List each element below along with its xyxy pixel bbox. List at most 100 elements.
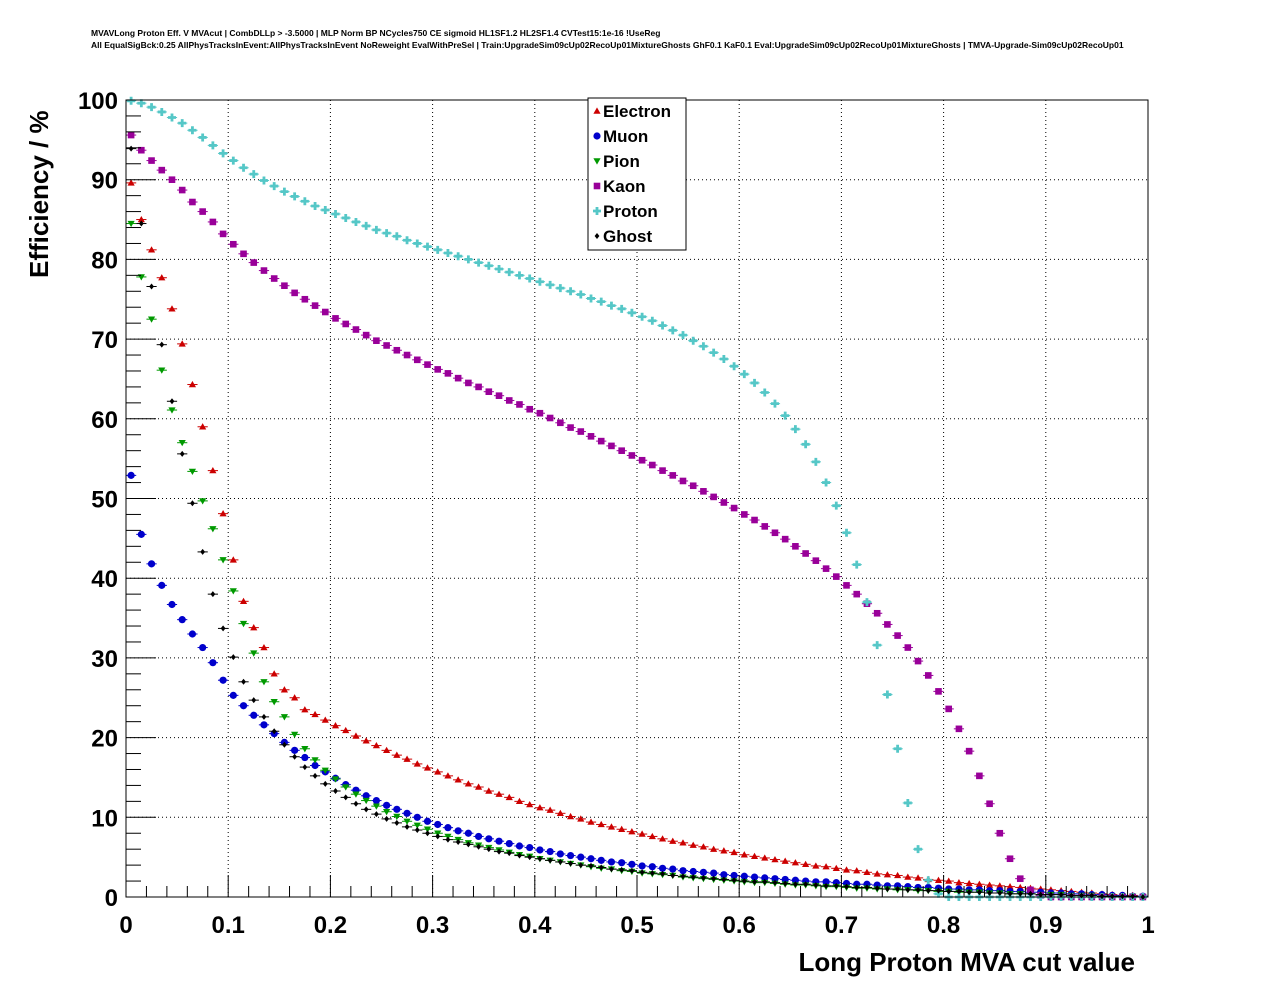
data-point-ghost (762, 878, 768, 885)
data-point-electron (587, 818, 595, 825)
data-point-kaon (413, 356, 421, 364)
data-point-pion (362, 797, 370, 805)
data-point-electron (566, 812, 575, 820)
data-point-ghost (333, 787, 338, 794)
data-point-muon (127, 471, 135, 479)
data-point-muon (628, 860, 636, 868)
data-point-proton (198, 133, 207, 142)
data-point-electron (556, 809, 564, 817)
x-tick-label: 0.2 (314, 912, 347, 939)
data-point-ghost (128, 145, 134, 152)
data-point-electron (301, 706, 309, 713)
data-point-muon (209, 659, 217, 667)
data-point-ghost (159, 341, 165, 348)
data-point-muon (485, 835, 493, 843)
legend-label: Muon (603, 127, 648, 146)
data-point-electron (873, 870, 881, 877)
data-point-kaon (352, 326, 360, 333)
data-point-electron (965, 879, 973, 887)
data-point-muon (250, 711, 258, 719)
data-point-electron (740, 851, 748, 858)
data-point-muon (791, 876, 800, 884)
data-point-electron (260, 643, 268, 651)
data-point-electron (423, 764, 432, 771)
data-point-ghost (435, 833, 441, 840)
data-point-electron (720, 847, 728, 854)
data-point-muon (658, 864, 667, 872)
data-point-ghost (1099, 893, 1105, 900)
data-point-kaon (955, 725, 963, 733)
data-point-kaon (148, 157, 155, 164)
y-tick-label: 50 (91, 487, 118, 514)
data-point-ghost (394, 819, 400, 826)
y-axis-title: Efficiency / % (24, 110, 54, 278)
data-point-proton (454, 252, 463, 261)
data-point-kaon (454, 374, 462, 382)
data-point-electron (914, 874, 922, 881)
data-point-proton (750, 378, 759, 387)
data-point-proton (576, 290, 585, 299)
data-point-pion (199, 498, 207, 505)
data-point-proton (219, 149, 228, 158)
x-tick-label: 0.3 (416, 912, 449, 939)
data-point-proton (760, 388, 769, 397)
data-point-electron (699, 843, 708, 850)
data-point-electron (618, 825, 626, 832)
data-point-kaon (281, 282, 288, 290)
data-point-proton (770, 399, 779, 408)
data-point-proton (137, 99, 146, 108)
y-tick-label: 40 (91, 566, 118, 593)
data-point-ghost (905, 886, 911, 893)
data-point-muon (474, 832, 483, 841)
data-point-proton (188, 126, 197, 135)
data-point-electron (802, 860, 810, 868)
data-point-proton (443, 249, 452, 258)
data-point-proton (689, 336, 698, 345)
data-point-kaon (659, 467, 666, 474)
data-point-muon (137, 530, 145, 538)
data-point-ghost (884, 886, 890, 893)
data-point-pion (342, 784, 350, 791)
data-point-ghost (833, 882, 839, 889)
data-point-kaon (751, 516, 758, 524)
data-point-kaon (342, 320, 350, 328)
data-point-electron (791, 859, 800, 866)
data-point-pion (331, 776, 340, 783)
data-point-electron (536, 804, 544, 811)
data-point-muon (771, 875, 779, 883)
data-point-muon (393, 805, 401, 813)
legend-label: Pion (603, 152, 640, 171)
data-point-kaon (628, 452, 636, 459)
data-point-pion (413, 822, 421, 829)
y-tick-label: 90 (91, 168, 118, 195)
data-point-electron (444, 772, 452, 779)
data-point-kaon (761, 523, 769, 530)
data-point-muon (229, 691, 237, 699)
data-point-electron (352, 732, 360, 739)
data-point-proton (556, 284, 565, 293)
data-point-ghost (639, 869, 645, 876)
data-point-ghost (813, 882, 819, 889)
data-point-proton (321, 205, 330, 214)
data-point-pion (188, 468, 197, 476)
data-point-kaon (965, 747, 973, 755)
data-point-ghost (373, 811, 379, 818)
data-point-electron (894, 871, 902, 879)
data-point-proton (351, 217, 360, 226)
data-point-muon (239, 702, 248, 710)
data-point-proton (341, 213, 350, 222)
data-point-ghost (598, 864, 604, 871)
data-point-electron (812, 862, 820, 869)
data-point-electron (750, 852, 759, 860)
data-point-electron (648, 832, 656, 840)
data-point-muon (199, 643, 207, 652)
data-point-muon (260, 721, 268, 729)
data-point-proton (893, 744, 902, 753)
data-point-kaon (178, 186, 186, 194)
data-point-electron (669, 837, 677, 844)
data-point-proton (372, 225, 381, 234)
data-point-proton (597, 297, 606, 306)
data-point-ghost (527, 854, 533, 861)
data-point-proton (362, 221, 371, 230)
data-point-kaon (373, 337, 380, 344)
